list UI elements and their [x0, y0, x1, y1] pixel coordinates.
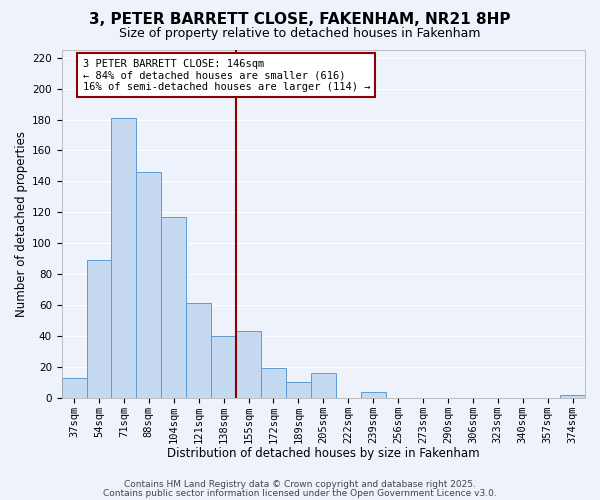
Bar [112, 118, 136, 398]
Text: Contains public sector information licensed under the Open Government Licence v3: Contains public sector information licen… [103, 488, 497, 498]
Text: 3, PETER BARRETT CLOSE, FAKENHAM, NR21 8HP: 3, PETER BARRETT CLOSE, FAKENHAM, NR21 8… [89, 12, 511, 28]
Text: Contains HM Land Registry data © Crown copyright and database right 2025.: Contains HM Land Registry data © Crown c… [124, 480, 476, 489]
Bar [236, 331, 261, 398]
X-axis label: Distribution of detached houses by size in Fakenham: Distribution of detached houses by size … [167, 447, 479, 460]
Bar [311, 373, 336, 398]
Bar [211, 336, 236, 398]
Bar [86, 260, 112, 398]
Bar [186, 304, 211, 398]
Bar [361, 392, 386, 398]
Y-axis label: Number of detached properties: Number of detached properties [15, 131, 28, 317]
Bar [136, 172, 161, 398]
Bar [261, 368, 286, 398]
Bar [62, 378, 86, 398]
Text: Size of property relative to detached houses in Fakenham: Size of property relative to detached ho… [119, 28, 481, 40]
Bar [560, 394, 585, 398]
Bar [286, 382, 311, 398]
Bar [161, 217, 186, 398]
Text: 3 PETER BARRETT CLOSE: 146sqm
← 84% of detached houses are smaller (616)
16% of : 3 PETER BARRETT CLOSE: 146sqm ← 84% of d… [83, 58, 370, 92]
